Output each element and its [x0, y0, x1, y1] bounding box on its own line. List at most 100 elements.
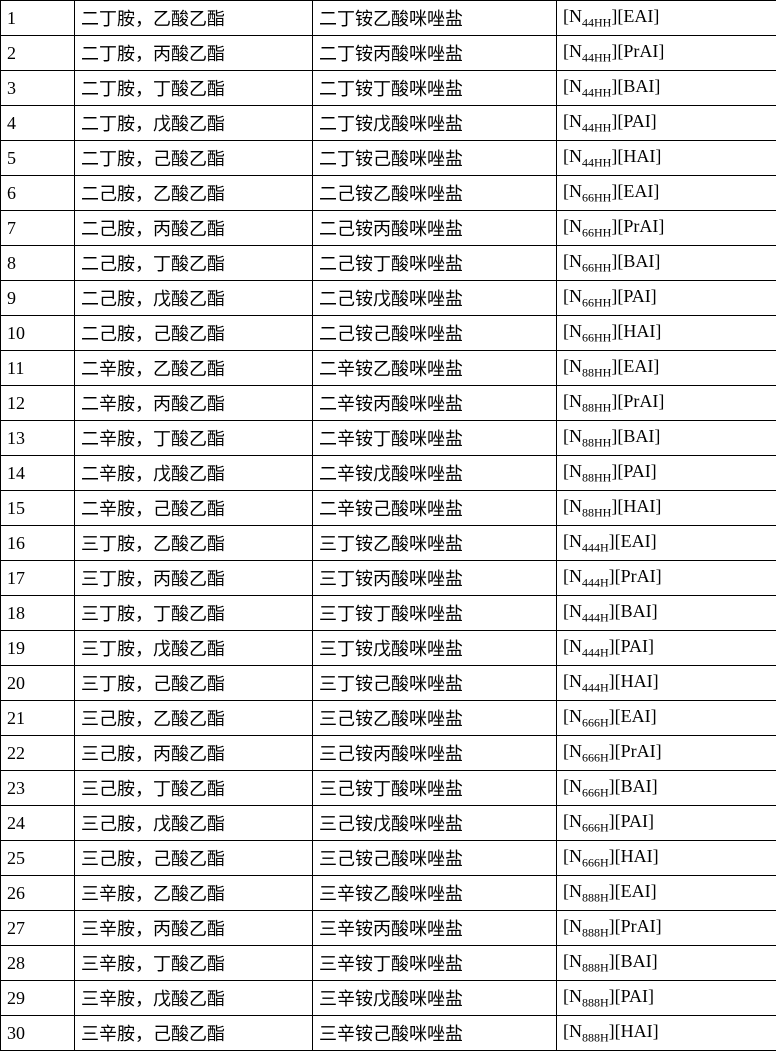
code-suffix: ][PAI] [609, 636, 654, 656]
code-suffix: ][HAI] [609, 846, 659, 866]
cell-product: 三辛铵丙酸咪唑盐 [313, 911, 557, 946]
code-prefix: [N [563, 636, 582, 656]
code-suffix: ][BAI] [609, 776, 658, 796]
code-prefix: [N [563, 881, 582, 901]
cell-code: [N666H][HAI] [557, 841, 776, 876]
code-subscript: 888H [582, 1030, 609, 1044]
cell-num: 27 [1, 911, 75, 946]
cell-reagents: 二丁胺，丙酸乙酯 [75, 36, 313, 71]
code-prefix: [N [563, 566, 582, 586]
cell-reagents: 三丁胺，乙酸乙酯 [75, 526, 313, 561]
code-prefix: [N [563, 916, 582, 936]
table-row: 16三丁胺，乙酸乙酯三丁铵乙酸咪唑盐[N444H][EAI] [1, 526, 776, 561]
code-prefix: [N [563, 41, 582, 61]
cell-reagents: 二辛胺，丙酸乙酯 [75, 386, 313, 421]
cell-code: [N888H][HAI] [557, 1016, 776, 1051]
code-subscript: 66HH [582, 330, 611, 344]
cell-code: [N66HH][PrAI] [557, 211, 776, 246]
table-row: 15二辛胺，己酸乙酯二辛铵己酸咪唑盐[N88HH][HAI] [1, 491, 776, 526]
code-suffix: ][HAI] [609, 1021, 659, 1041]
cell-code: [N88HH][PAI] [557, 456, 776, 491]
cell-code: [N88HH][EAI] [557, 351, 776, 386]
cell-num: 9 [1, 281, 75, 316]
table-row: 25三己胺，己酸乙酯三己铵己酸咪唑盐[N666H][HAI] [1, 841, 776, 876]
code-suffix: ][PrAI] [611, 41, 664, 61]
cell-product: 二己铵乙酸咪唑盐 [313, 176, 557, 211]
code-subscript: 44HH [582, 50, 611, 64]
cell-product: 三己铵丙酸咪唑盐 [313, 736, 557, 771]
cell-code: [N444H][EAI] [557, 526, 776, 561]
code-subscript: 66HH [582, 260, 611, 274]
code-prefix: [N [563, 251, 582, 271]
code-subscript: 444H [582, 540, 609, 554]
cell-num: 12 [1, 386, 75, 421]
cell-num: 23 [1, 771, 75, 806]
cell-product: 三己铵戊酸咪唑盐 [313, 806, 557, 841]
code-subscript: 666H [582, 715, 609, 729]
code-prefix: [N [563, 356, 582, 376]
table-row: 21三己胺，乙酸乙酯三己铵乙酸咪唑盐[N666H][EAI] [1, 701, 776, 736]
code-suffix: ][PrAI] [611, 216, 664, 236]
cell-code: [N444H][PrAI] [557, 561, 776, 596]
table-row: 7二己胺，丙酸乙酯二己铵丙酸咪唑盐[N66HH][PrAI] [1, 211, 776, 246]
code-suffix: ][HAI] [611, 321, 661, 341]
cell-num: 5 [1, 141, 75, 176]
cell-code: [N66HH][PAI] [557, 281, 776, 316]
cell-num: 29 [1, 981, 75, 1016]
cell-code: [N88HH][BAI] [557, 421, 776, 456]
code-prefix: [N [563, 111, 582, 131]
table-row: 19三丁胺，戊酸乙酯三丁铵戊酸咪唑盐[N444H][PAI] [1, 631, 776, 666]
cell-code: [N666H][EAI] [557, 701, 776, 736]
cell-reagents: 二辛胺，戊酸乙酯 [75, 456, 313, 491]
cell-reagents: 二己胺，戊酸乙酯 [75, 281, 313, 316]
code-prefix: [N [563, 531, 582, 551]
code-subscript: 44HH [582, 120, 611, 134]
code-suffix: ][EAI] [609, 531, 657, 551]
table-row: 23三己胺，丁酸乙酯三己铵丁酸咪唑盐[N666H][BAI] [1, 771, 776, 806]
cell-reagents: 二己胺，丁酸乙酯 [75, 246, 313, 281]
table-row: 13二辛胺，丁酸乙酯二辛铵丁酸咪唑盐[N88HH][BAI] [1, 421, 776, 456]
cell-product: 二辛铵己酸咪唑盐 [313, 491, 557, 526]
code-prefix: [N [563, 986, 582, 1006]
table-row: 26三辛胺，乙酸乙酯三辛铵乙酸咪唑盐[N888H][EAI] [1, 876, 776, 911]
code-prefix: [N [563, 461, 582, 481]
code-prefix: [N [563, 496, 582, 516]
cell-code: [N888H][EAI] [557, 876, 776, 911]
cell-reagents: 三辛胺，戊酸乙酯 [75, 981, 313, 1016]
table-row: 2二丁胺，丙酸乙酯二丁铵丙酸咪唑盐[N44HH][PrAI] [1, 36, 776, 71]
cell-code: [N666H][PrAI] [557, 736, 776, 771]
cell-reagents: 三辛胺，乙酸乙酯 [75, 876, 313, 911]
code-suffix: ][HAI] [611, 146, 661, 166]
table-row: 28三辛胺，丁酸乙酯三辛铵丁酸咪唑盐[N888H][BAI] [1, 946, 776, 981]
table-row: 18三丁胺，丁酸乙酯三丁铵丁酸咪唑盐[N444H][BAI] [1, 596, 776, 631]
code-prefix: [N [563, 601, 582, 621]
cell-product: 三丁铵己酸咪唑盐 [313, 666, 557, 701]
code-suffix: ][PAI] [611, 111, 656, 131]
cell-code: [N444H][PAI] [557, 631, 776, 666]
cell-product: 三丁铵丙酸咪唑盐 [313, 561, 557, 596]
cell-reagents: 二辛胺，己酸乙酯 [75, 491, 313, 526]
table-row: 10二己胺，己酸乙酯二己铵己酸咪唑盐[N66HH][HAI] [1, 316, 776, 351]
table-row: 20三丁胺，己酸乙酯三丁铵己酸咪唑盐[N444H][HAI] [1, 666, 776, 701]
cell-reagents: 二丁胺，乙酸乙酯 [75, 1, 313, 36]
code-prefix: [N [563, 146, 582, 166]
code-suffix: ][PAI] [609, 986, 654, 1006]
cell-num: 11 [1, 351, 75, 386]
code-prefix: [N [563, 811, 582, 831]
cell-num: 14 [1, 456, 75, 491]
cell-reagents: 三丁胺，丁酸乙酯 [75, 596, 313, 631]
table-row: 29三辛胺，戊酸乙酯三辛铵戊酸咪唑盐[N888H][PAI] [1, 981, 776, 1016]
cell-num: 20 [1, 666, 75, 701]
cell-product: 三辛铵戊酸咪唑盐 [313, 981, 557, 1016]
code-subscript: 444H [582, 610, 609, 624]
code-subscript: 44HH [582, 155, 611, 169]
code-subscript: 66HH [582, 190, 611, 204]
code-suffix: ][PrAI] [609, 916, 662, 936]
cell-product: 二丁铵己酸咪唑盐 [313, 141, 557, 176]
table-row: 4二丁胺，戊酸乙酯二丁铵戊酸咪唑盐[N44HH][PAI] [1, 106, 776, 141]
cell-code: [N666H][PAI] [557, 806, 776, 841]
cell-num: 26 [1, 876, 75, 911]
cell-reagents: 二丁胺，己酸乙酯 [75, 141, 313, 176]
cell-num: 19 [1, 631, 75, 666]
cell-num: 30 [1, 1016, 75, 1051]
